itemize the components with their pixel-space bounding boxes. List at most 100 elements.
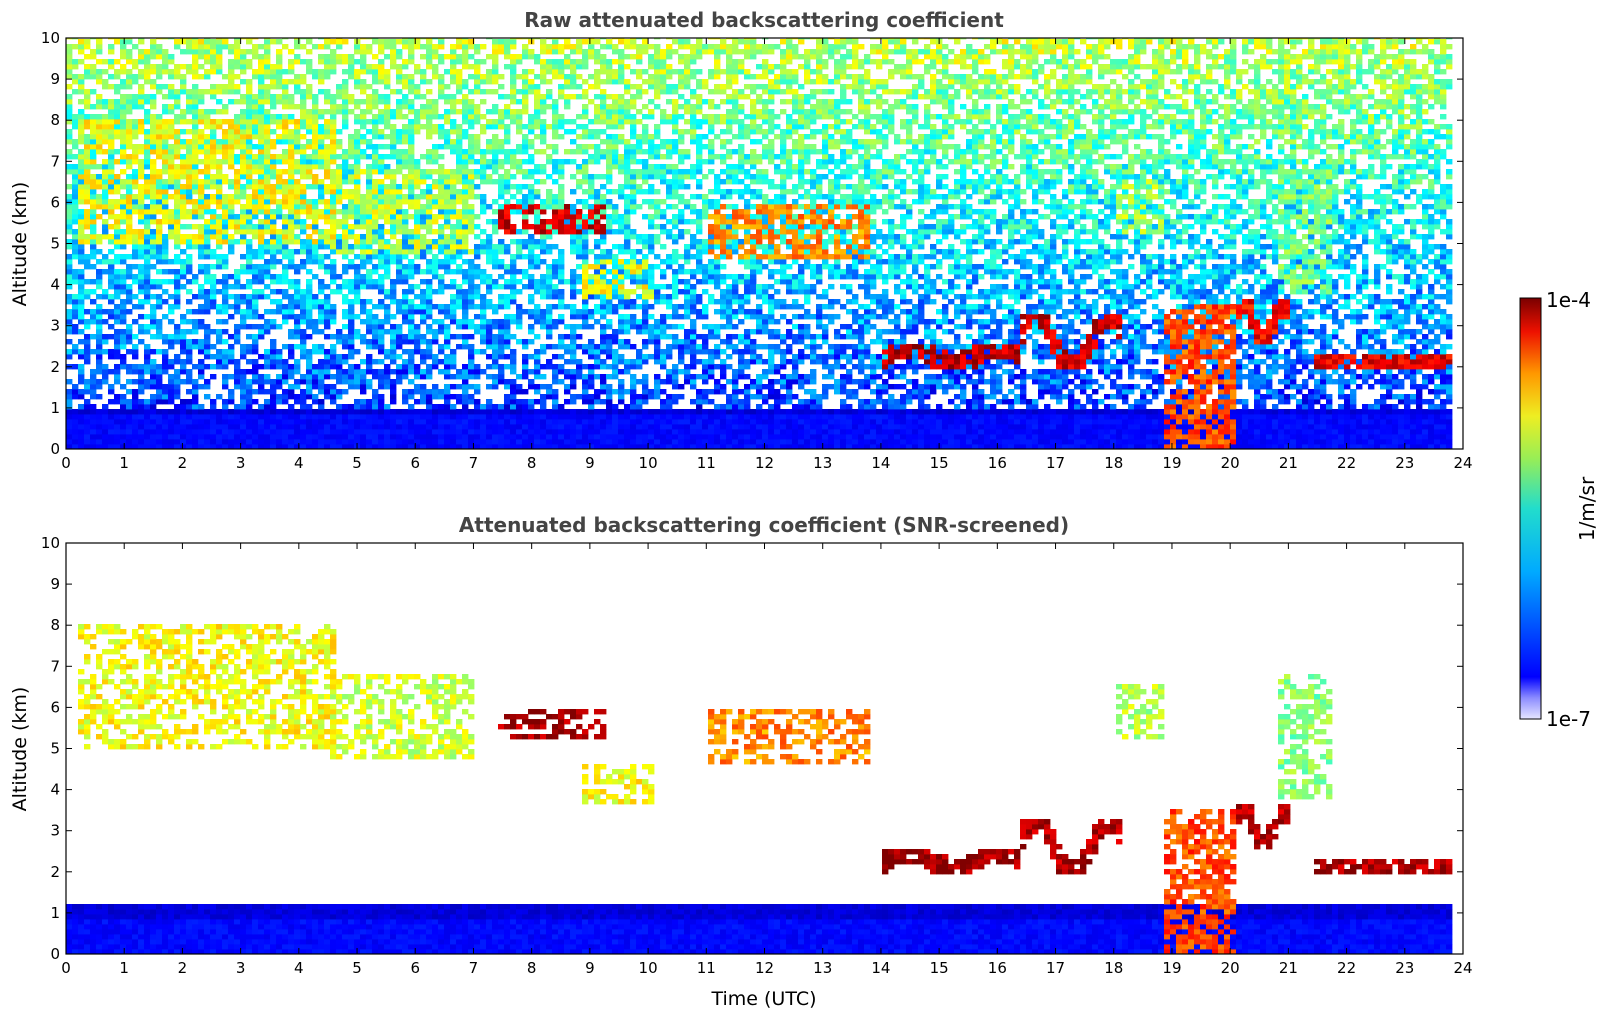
raw-backscatter-cell — [234, 44, 241, 50]
raw-backscatter-cell — [186, 279, 193, 285]
raw-backscatter-cell — [540, 394, 547, 400]
raw-backscatter-cell — [222, 319, 229, 325]
raw-backscatter-cell — [84, 189, 91, 195]
raw-backscatter-cell — [480, 369, 487, 375]
raw-backscatter-cell — [540, 169, 547, 175]
raw-backscatter-cell — [348, 154, 355, 160]
raw-backscatter-cell — [114, 429, 121, 435]
raw-backscatter-cell — [468, 429, 475, 435]
raw-backscatter-cell — [246, 409, 253, 415]
raw-backscatter-cell — [240, 38, 247, 40]
raw-backscatter-cell — [174, 64, 181, 70]
raw-backscatter-cell — [258, 229, 265, 235]
raw-backscatter-cell — [216, 164, 223, 170]
raw-backscatter-cell — [288, 259, 295, 265]
raw-backscatter-cell — [426, 214, 433, 220]
raw-backscatter-cell — [294, 189, 301, 195]
raw-backscatter-cell — [96, 284, 103, 290]
raw-backscatter-cell — [534, 444, 541, 449]
raw-backscatter-cell — [90, 374, 97, 380]
raw-backscatter-cell — [426, 344, 433, 350]
raw-backscatter-cell — [474, 389, 481, 395]
raw-backscatter-cell — [150, 179, 157, 185]
raw-backscatter-cell — [150, 134, 157, 140]
raw-backscatter-cell — [138, 289, 145, 295]
raw-backscatter-cell — [486, 244, 493, 250]
raw-backscatter-cell — [324, 204, 331, 210]
raw-backscatter-cell — [96, 249, 103, 255]
raw-backscatter-cell — [384, 174, 391, 180]
raw-backscatter-cell — [498, 334, 505, 340]
raw-backscatter-cell — [222, 409, 229, 415]
raw-backscatter-cell — [204, 204, 211, 210]
raw-backscatter-cell — [396, 229, 403, 235]
raw-backscatter-cell — [402, 319, 409, 325]
raw-backscatter-cell — [510, 149, 517, 155]
raw-backscatter-cell — [216, 204, 223, 210]
raw-backscatter-cell — [246, 119, 253, 125]
raw-backscatter-cell — [396, 159, 403, 165]
raw-backscatter-cell — [318, 194, 325, 200]
raw-backscatter-cell — [126, 84, 133, 90]
raw-backscatter-cell — [342, 154, 349, 160]
raw-backscatter-cell — [222, 159, 229, 165]
raw-backscatter-cell — [402, 64, 409, 70]
raw-backscatter-cell — [432, 414, 439, 420]
raw-backscatter-cell — [438, 134, 445, 140]
raw-backscatter-cell — [318, 444, 325, 449]
raw-backscatter-cell — [300, 109, 307, 115]
raw-backscatter-cell — [438, 84, 445, 90]
raw-backscatter-cell — [450, 319, 457, 325]
raw-backscatter-cell — [150, 249, 157, 255]
raw-backscatter-cell — [336, 284, 343, 290]
raw-backscatter-cell — [528, 274, 535, 280]
raw-backscatter-cell — [462, 114, 469, 120]
raw-backscatter-cell — [348, 99, 355, 105]
raw-backscatter-cell — [216, 89, 223, 95]
raw-backscatter-cell — [288, 364, 295, 370]
raw-backscatter-cell — [258, 414, 265, 420]
raw-backscatter-cell — [408, 74, 415, 80]
raw-backscatter-cell — [144, 234, 151, 240]
raw-backscatter-cell — [228, 409, 235, 415]
raw-backscatter-cell — [324, 199, 331, 205]
raw-backscatter-cell — [384, 304, 391, 310]
raw-backscatter-cell — [510, 404, 517, 410]
raw-backscatter-cell — [336, 38, 343, 40]
raw-backscatter-cell — [306, 84, 313, 90]
raw-backscatter-cell — [246, 89, 253, 95]
raw-backscatter-cell — [228, 394, 235, 400]
raw-backscatter-cell — [534, 229, 541, 235]
raw-backscatter-cell — [396, 249, 403, 255]
raw-backscatter-cell — [402, 129, 409, 135]
raw-backscatter-cell — [84, 214, 91, 220]
raw-backscatter-cell — [126, 209, 133, 215]
raw-backscatter-cell — [486, 364, 493, 370]
raw-backscatter-cell — [186, 69, 193, 75]
raw-backscatter-cell — [354, 114, 361, 120]
raw-backscatter-cell — [324, 109, 331, 115]
raw-backscatter-cell — [426, 364, 433, 370]
raw-backscatter-cell — [396, 334, 403, 340]
raw-backscatter-cell — [408, 79, 415, 85]
raw-backscatter-cell — [84, 64, 91, 70]
raw-backscatter-cell — [66, 349, 73, 355]
raw-backscatter-cell — [342, 369, 349, 375]
raw-backscatter-cell — [198, 339, 205, 345]
raw-backscatter-cell — [186, 409, 193, 415]
raw-backscatter-cell — [186, 319, 193, 325]
raw-backscatter-cell — [426, 314, 433, 320]
raw-backscatter-cell — [366, 69, 373, 75]
raw-backscatter-cell — [516, 434, 523, 440]
raw-backscatter-cell — [234, 194, 241, 200]
raw-backscatter-cell — [78, 394, 85, 400]
raw-backscatter-cell — [498, 329, 505, 335]
raw-backscatter-cell — [300, 394, 307, 400]
raw-backscatter-cell — [552, 209, 559, 215]
raw-backscatter-cell — [168, 224, 175, 230]
raw-backscatter-cell — [444, 199, 451, 205]
raw-backscatter-cell — [354, 144, 361, 150]
raw-backscatter-cell — [192, 64, 199, 70]
raw-backscatter-cell — [504, 39, 511, 45]
raw-backscatter-cell — [162, 69, 169, 75]
